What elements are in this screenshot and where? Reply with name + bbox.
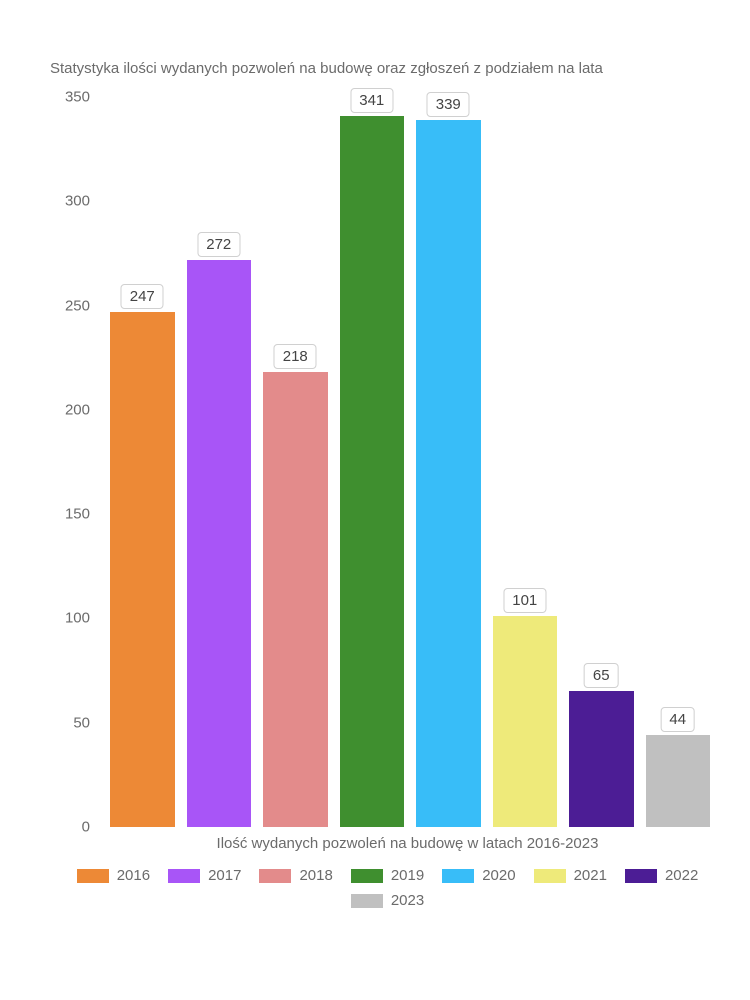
y-tick: 250 [50, 297, 90, 314]
legend: 2016 2017 2018 2019 2020 2021 [55, 867, 720, 909]
legend-label: 2023 [391, 892, 424, 909]
legend-label: 2017 [208, 867, 241, 884]
bar-2023: 44 [646, 735, 711, 827]
legend-swatch [534, 869, 566, 883]
legend-item-2023: 2023 [351, 892, 424, 909]
bar-2017: 272 [187, 260, 252, 827]
bar-wrapper: 101 [493, 97, 558, 827]
bar-2016: 247 [110, 312, 175, 827]
y-tick: 150 [50, 506, 90, 523]
legend-item-2019: 2019 [351, 867, 424, 884]
y-tick: 350 [50, 89, 90, 106]
y-tick: 200 [50, 401, 90, 418]
legend-label: 2018 [299, 867, 332, 884]
y-axis: 350 300 250 200 150 100 50 0 [50, 97, 90, 827]
y-tick: 100 [50, 610, 90, 627]
legend-item-2016: 2016 [77, 867, 150, 884]
bar-2021: 101 [493, 616, 558, 827]
legend-label: 2021 [574, 867, 607, 884]
legend-label: 2019 [391, 867, 424, 884]
bar-2022: 65 [569, 691, 634, 827]
bar-value-label: 247 [121, 284, 164, 309]
bar-2019: 341 [340, 116, 405, 827]
plot-area: 350 300 250 200 150 100 50 0 247 272 [95, 97, 720, 857]
legend-item-2022: 2022 [625, 867, 698, 884]
legend-swatch [351, 869, 383, 883]
legend-label: 2020 [482, 867, 515, 884]
y-tick: 300 [50, 193, 90, 210]
legend-label: 2016 [117, 867, 150, 884]
chart-container: Statystyka ilości wydanych pozwoleń na b… [50, 60, 720, 940]
bar-2018: 218 [263, 372, 328, 827]
legend-swatch [625, 869, 657, 883]
y-tick: 50 [50, 714, 90, 731]
legend-label: 2022 [665, 867, 698, 884]
bar-wrapper: 218 [263, 97, 328, 827]
bar-2020: 339 [416, 120, 481, 827]
legend-swatch [259, 869, 291, 883]
x-axis-label: Ilość wydanych pozwoleń na budowę w lata… [95, 835, 720, 852]
bar-value-label: 341 [350, 88, 393, 113]
y-tick: 0 [50, 819, 90, 836]
legend-item-2021: 2021 [534, 867, 607, 884]
bar-value-label: 272 [197, 232, 240, 257]
chart-title: Statystyka ilości wydanych pozwoleń na b… [50, 60, 720, 77]
bar-wrapper: 341 [340, 97, 405, 827]
bar-wrapper: 44 [646, 97, 711, 827]
bar-value-label: 339 [427, 92, 470, 117]
legend-item-2018: 2018 [259, 867, 332, 884]
bar-value-label: 65 [584, 663, 619, 688]
legend-swatch [77, 869, 109, 883]
bar-wrapper: 339 [416, 97, 481, 827]
bar-value-label: 44 [660, 707, 695, 732]
legend-item-2020: 2020 [442, 867, 515, 884]
bar-wrapper: 65 [569, 97, 634, 827]
bar-wrapper: 272 [187, 97, 252, 827]
bars-area: 247 272 218 341 339 [110, 97, 710, 827]
bar-value-label: 101 [503, 588, 546, 613]
legend-swatch [442, 869, 474, 883]
bar-wrapper: 247 [110, 97, 175, 827]
legend-item-2017: 2017 [168, 867, 241, 884]
legend-swatch [351, 894, 383, 908]
bar-value-label: 218 [274, 344, 317, 369]
legend-swatch [168, 869, 200, 883]
